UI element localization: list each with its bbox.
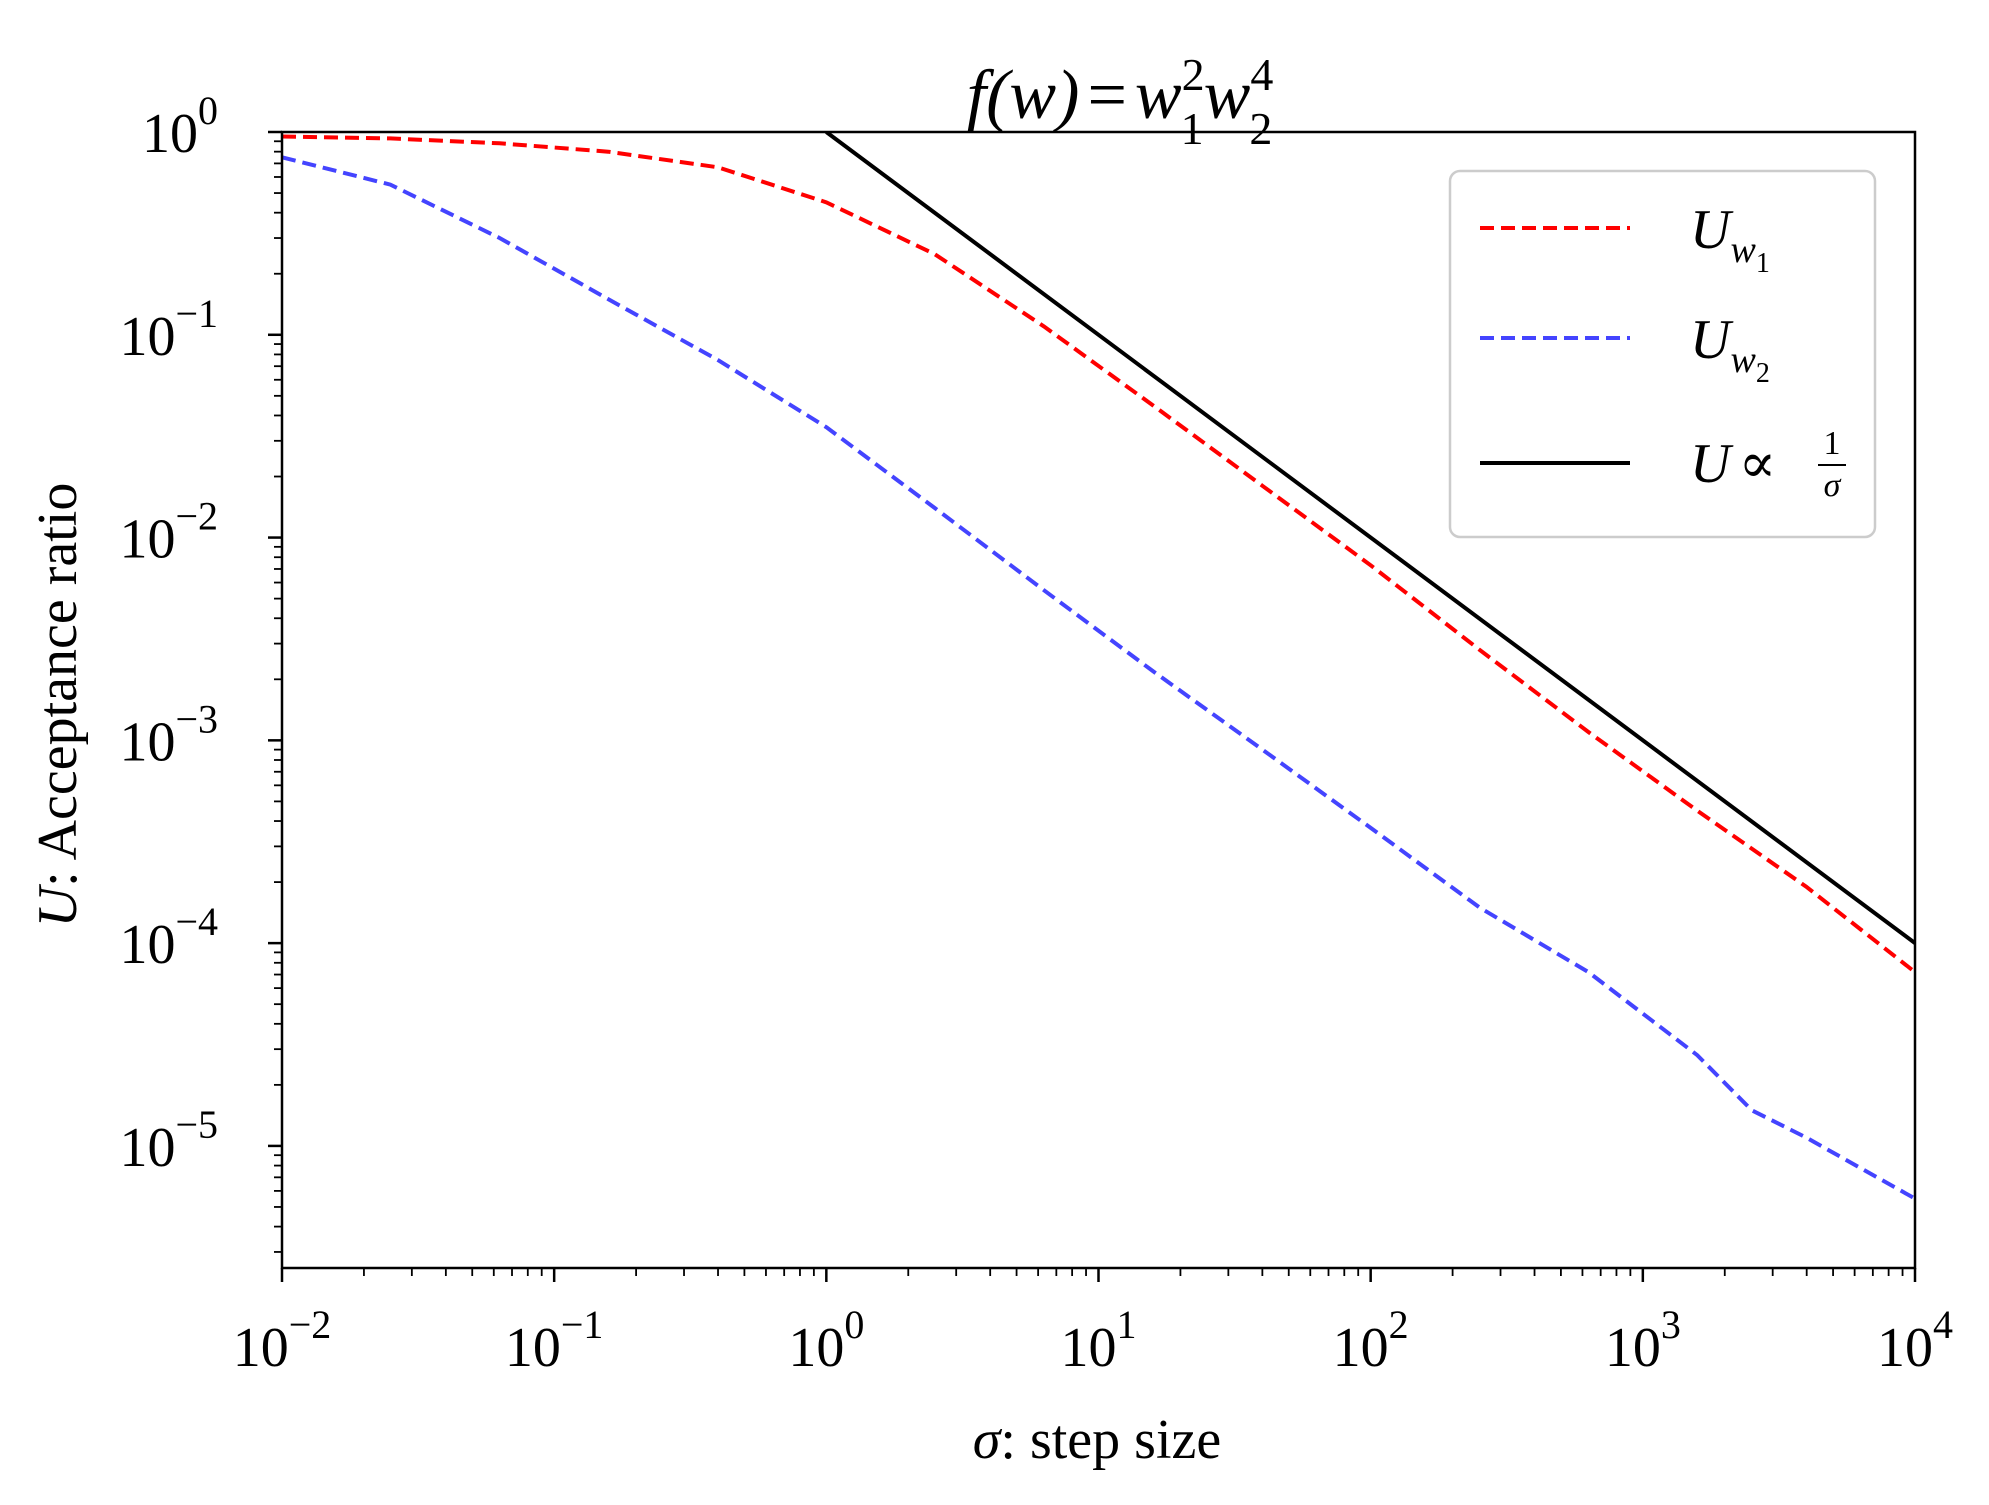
svg-text:σ: σ [1824,467,1842,504]
x-tick-label: 100 [788,1302,864,1379]
x-tick-label: 102 [1333,1302,1409,1379]
svg-text:U∝: U ∝ [1690,433,1776,495]
y-axis-label: U: Acceptance ratio [27,483,89,928]
y-tick-label: 10−1 [119,291,218,368]
x-tick-label: 101 [1061,1302,1137,1379]
series-line-1 [282,134,1915,974]
svg-text:σ: step size: σ: step size [973,1409,1221,1471]
x-tick-label: 10−2 [233,1302,332,1379]
legend: Uw1 Uw2 U ∝ 1 σ [1448,169,1877,539]
x-axis-label: σ: step size [973,1409,1221,1471]
y-tick-label: 10−4 [119,899,218,976]
svg-text:U: Acceptance ratio: U: Acceptance ratio [27,483,89,928]
legend-label-u-w2: Uw2 [1690,309,1770,389]
legend-label-u-w1: Uw1 [1690,199,1770,279]
x-tick-label: 103 [1605,1302,1681,1379]
legend-label-inverse-sigma: U ∝ 1 σ [1690,425,1846,504]
y-tick-label: 10−5 [119,1102,218,1179]
legend-box [1448,169,1877,539]
y-tick-label: 10−2 [119,494,218,571]
x-tick-label: 10−1 [505,1302,604,1379]
y-tick-label: 10−3 [119,696,218,773]
svg-text:1: 1 [1824,425,1841,462]
y-tick-label: 100 [142,88,218,165]
chart-title: f(w) = w2 1w4 2 [967,49,1274,154]
series-line-3 [825,132,1915,945]
series-line-2 [282,155,1915,1201]
x-tick-label: 104 [1877,1302,1953,1379]
